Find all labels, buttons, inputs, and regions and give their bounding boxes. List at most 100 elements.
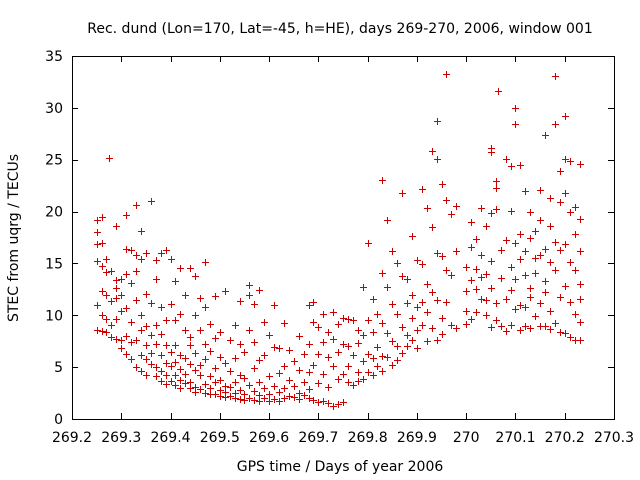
data-point (148, 361, 155, 368)
data-point (320, 371, 327, 378)
data-point (424, 309, 431, 316)
data-point (212, 391, 219, 398)
data-point (256, 287, 263, 294)
data-point (453, 248, 460, 255)
data-point (493, 300, 500, 307)
data-point (128, 356, 135, 363)
data-point (222, 288, 229, 295)
data-point (286, 347, 293, 354)
data-point (365, 351, 372, 358)
data-point (404, 300, 411, 307)
data-point (276, 389, 283, 396)
data-point (182, 292, 189, 299)
data-point (202, 259, 209, 266)
data-point (424, 281, 431, 288)
data-point (133, 297, 140, 304)
data-point (99, 240, 106, 247)
data-point (256, 379, 263, 386)
data-point (315, 324, 322, 331)
data-point (394, 343, 401, 350)
data-point (542, 289, 549, 296)
data-point (503, 237, 510, 244)
data-point (547, 326, 554, 333)
data-point (439, 253, 446, 260)
data-point (577, 248, 584, 255)
data-point (94, 302, 101, 309)
data-point (177, 377, 184, 384)
data-point (118, 337, 125, 344)
data-point (237, 396, 244, 403)
data-point (365, 369, 372, 376)
x-tick-label: 270.3 (594, 430, 634, 446)
data-point (503, 156, 510, 163)
data-point (128, 280, 135, 287)
data-point (168, 363, 175, 370)
data-point (94, 217, 101, 224)
data-point (133, 252, 140, 259)
data-point (148, 350, 155, 357)
data-point (483, 297, 490, 304)
data-point (473, 236, 480, 243)
data-point (389, 362, 396, 369)
data-point (123, 246, 130, 253)
data-point (103, 316, 110, 323)
data-point (320, 339, 327, 346)
x-tick-label: 270 (453, 430, 480, 446)
data-point (197, 295, 204, 302)
data-points (94, 71, 584, 410)
data-point (384, 217, 391, 224)
data-point (394, 311, 401, 318)
data-point (177, 352, 184, 359)
data-point (527, 285, 534, 292)
data-point (414, 257, 421, 264)
data-point (542, 246, 549, 253)
y-tick-label: 35 (45, 49, 63, 65)
data-point (271, 396, 278, 403)
data-point (177, 265, 184, 272)
data-point (493, 317, 500, 324)
data-point (350, 382, 357, 389)
data-point (429, 325, 436, 332)
data-point (493, 185, 500, 192)
data-point (222, 360, 229, 367)
data-point (251, 388, 258, 395)
data-point (113, 223, 120, 230)
data-point (350, 317, 357, 324)
data-point (163, 342, 170, 349)
data-point (128, 319, 135, 326)
data-point (177, 385, 184, 392)
data-point (453, 325, 460, 332)
data-point (177, 311, 184, 318)
data-point (448, 322, 455, 329)
data-point (522, 272, 529, 279)
data-point (158, 250, 165, 257)
data-point (301, 392, 308, 399)
data-point (108, 334, 115, 341)
data-point (320, 398, 327, 405)
data-point (557, 247, 564, 254)
data-point (409, 292, 416, 299)
x-tick-label: 269.8 (348, 430, 388, 446)
data-point (478, 274, 485, 281)
data-point (468, 219, 475, 226)
data-point (562, 190, 569, 197)
data-point (172, 359, 179, 366)
data-point (562, 156, 569, 163)
data-point (315, 399, 322, 406)
data-point (148, 332, 155, 339)
data-point (133, 202, 140, 209)
x-tick-label: 269.2 (52, 430, 92, 446)
data-point (478, 205, 485, 212)
data-point (522, 188, 529, 195)
data-point (306, 386, 313, 393)
data-point (296, 367, 303, 374)
data-point (404, 343, 411, 350)
data-point (443, 71, 450, 78)
data-point (281, 395, 288, 402)
data-point (143, 342, 150, 349)
y-tick-label: 30 (45, 101, 63, 117)
data-point (360, 332, 367, 339)
data-point (99, 214, 106, 221)
data-point (572, 311, 579, 318)
